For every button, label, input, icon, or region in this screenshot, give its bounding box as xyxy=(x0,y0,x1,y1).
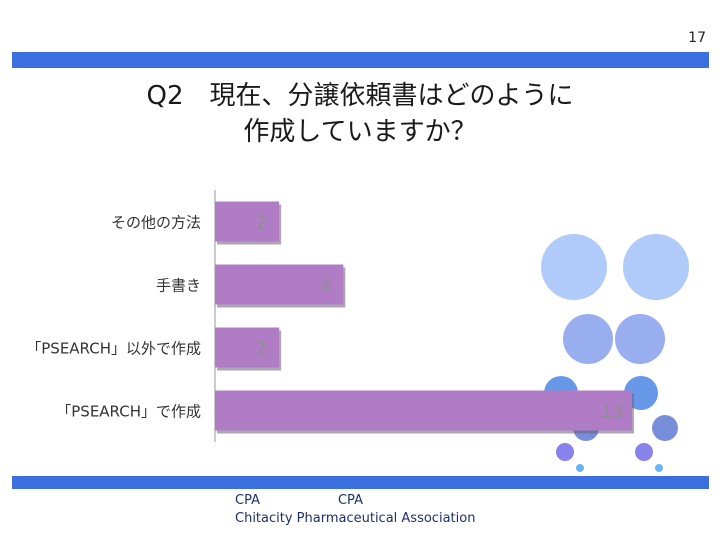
decor-circle xyxy=(652,415,678,441)
bar-category-label: その他の方法 xyxy=(111,214,201,232)
footer-line-2: Chitacity Pharmaceutical Association xyxy=(235,511,476,526)
decor-circle xyxy=(576,464,584,472)
decor-circle xyxy=(623,234,689,300)
bar-value-label: 13 xyxy=(601,402,624,423)
decor-circle xyxy=(563,314,613,364)
bar-value-label: 2 xyxy=(256,213,267,234)
title-line-2: 作成していますか？ xyxy=(243,117,477,147)
footer-line-1: CPA CPA xyxy=(235,493,363,508)
bar-category-label: 「PSEARCH」で作成 xyxy=(56,403,201,421)
decor-circle xyxy=(615,314,665,364)
slide-title: Q2 現在、分譲依頼書はどのように 作成していますか？ xyxy=(0,78,720,150)
bottom-accent-bar xyxy=(12,476,709,489)
bar-value-label: 2 xyxy=(256,339,267,360)
footer: CPA CPA Chitacity Pharmaceutical Associa… xyxy=(235,492,475,528)
bar-category-label: 手書き xyxy=(156,277,201,295)
bar xyxy=(215,264,344,305)
decor-circle xyxy=(541,234,607,300)
decor-circle xyxy=(556,443,574,461)
bar xyxy=(215,201,280,242)
title-line-1: Q2 現在、分譲依頼書はどのように xyxy=(146,81,574,111)
bar-category-label: 「PSEARCH」以外で作成 xyxy=(26,340,201,358)
bar xyxy=(215,327,280,368)
decor-circle xyxy=(635,443,653,461)
bar xyxy=(215,390,632,431)
page-number: 17 xyxy=(688,30,706,46)
bar-value-label: 4 xyxy=(320,276,331,297)
top-accent-bar xyxy=(12,52,709,68)
decor-circle xyxy=(655,464,663,472)
